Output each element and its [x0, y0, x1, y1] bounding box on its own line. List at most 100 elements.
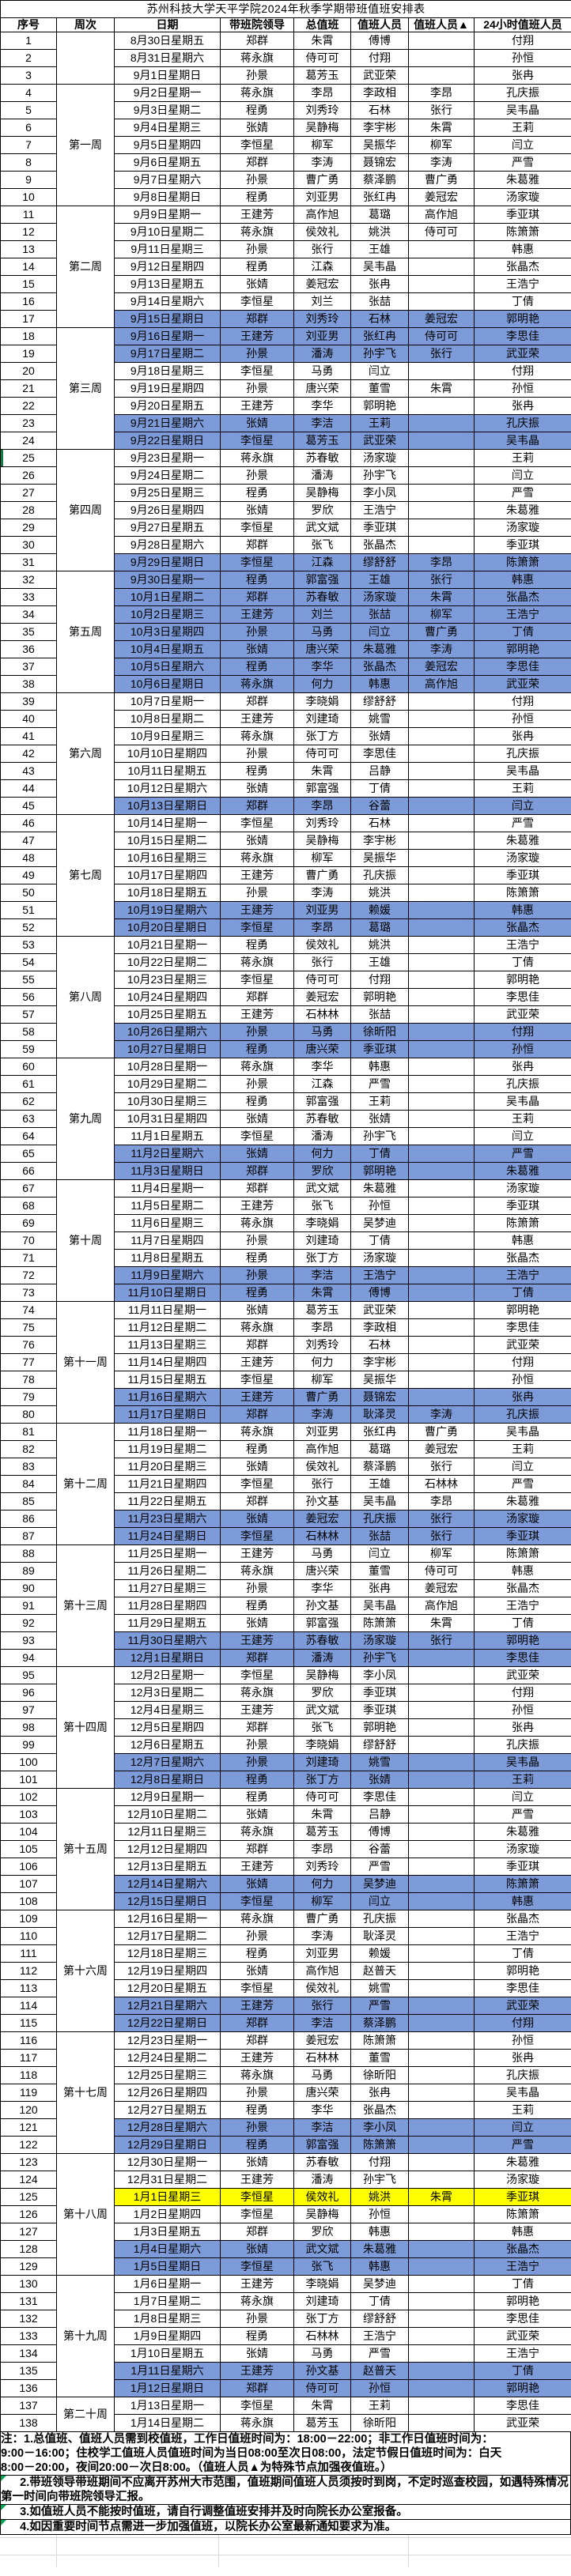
duty-24h-cell[interactable]: 朱葛雅 [473, 1492, 571, 1511]
date-cell[interactable]: 10月5日星期六 [114, 658, 221, 676]
date-cell[interactable]: 10月29日星期二 [114, 1075, 221, 1093]
chief-duty-cell[interactable]: 武文斌 [293, 1701, 351, 1719]
chief-duty-cell[interactable]: 刘建琦 [293, 1753, 351, 1771]
night-duty-staff-cell[interactable] [408, 1753, 475, 1771]
duty-staff-cell[interactable]: 葛璐 [350, 1440, 409, 1458]
date-cell[interactable]: 1月1日星期三 [114, 2188, 221, 2206]
date-cell[interactable]: 11月26日星期二 [114, 1562, 221, 1580]
night-duty-staff-cell[interactable]: 张行 [408, 1527, 475, 1545]
leader-cell[interactable]: 张婧 [220, 2153, 294, 2171]
leader-cell[interactable]: 孙景 [220, 745, 294, 763]
duty-24h-cell[interactable]: 李思佳 [473, 2310, 571, 2328]
night-duty-staff-cell[interactable] [408, 1718, 475, 1737]
duty-24h-cell[interactable]: 严雪 [473, 2136, 571, 2154]
row-number[interactable]: 90 [0, 1579, 57, 1597]
row-number[interactable]: 136 [0, 2379, 57, 2397]
duty-staff-cell[interactable]: 郭明艳 [350, 1162, 409, 1180]
night-duty-staff-cell[interactable] [408, 240, 475, 258]
leader-cell[interactable]: 孙景 [220, 466, 294, 485]
duty-staff-cell[interactable]: 张婧 [350, 1110, 409, 1128]
date-cell[interactable]: 11月9日星期六 [114, 1266, 221, 1284]
chief-duty-cell[interactable]: 李晓娟 [293, 1736, 351, 1754]
row-number[interactable]: 77 [0, 1353, 57, 1371]
row-number[interactable]: 56 [0, 988, 57, 1006]
night-duty-staff-cell[interactable] [408, 1179, 475, 1197]
leader-cell[interactable]: 李恒星 [220, 136, 294, 154]
duty-24h-cell[interactable]: 王莉 [473, 2101, 571, 2119]
column-header-leader[interactable]: 带班院领导 [220, 17, 294, 32]
row-number[interactable]: 49 [0, 866, 57, 884]
duty-staff-cell[interactable]: 缪舒舒 [350, 692, 409, 711]
leader-cell[interactable]: 李恒星 [220, 292, 294, 311]
date-cell[interactable]: 11月4日星期一 [114, 1179, 221, 1197]
leader-cell[interactable]: 孙景 [220, 1266, 294, 1284]
duty-staff-cell[interactable]: 朱葛雅 [350, 640, 409, 658]
duty-24h-cell[interactable]: 李思佳 [473, 2397, 571, 2415]
row-number[interactable]: 83 [0, 1458, 57, 1476]
week-label-cell[interactable]: 第十二周 [56, 1423, 115, 1545]
leader-cell[interactable]: 张婧 [220, 640, 294, 658]
duty-staff-cell[interactable]: 姚洪 [350, 2188, 409, 2206]
night-duty-staff-cell[interactable]: 张行 [408, 1458, 475, 1476]
duty-24h-cell[interactable]: 李思佳 [473, 1979, 571, 1997]
row-number[interactable]: 125 [0, 2188, 57, 2206]
chief-duty-cell[interactable]: 潘涛 [293, 466, 351, 485]
chief-duty-cell[interactable]: 侍可可 [293, 745, 351, 763]
night-duty-staff-cell[interactable]: 石林林 [408, 1475, 475, 1493]
duty-24h-cell[interactable]: 张晶杰 [473, 1579, 571, 1597]
night-duty-staff-cell[interactable] [408, 1145, 475, 1163]
duty-staff-cell[interactable]: 石林 [350, 310, 409, 328]
duty-staff-cell[interactable]: 张冉 [350, 2084, 409, 2102]
duty-24h-cell[interactable]: 付翔 [473, 692, 571, 711]
chief-duty-cell[interactable]: 侍可可 [293, 1788, 351, 1806]
row-number[interactable]: 80 [0, 1405, 57, 1424]
duty-24h-cell[interactable]: 韩惠 [473, 901, 571, 919]
note-3[interactable]: 3.如值班人员不能按时值班，请自行调整值班安排并及时向院长办公室报备。 [0, 2505, 571, 2520]
date-cell[interactable]: 12月20日星期五 [114, 1979, 221, 1997]
row-number[interactable]: 12 [0, 223, 57, 241]
date-cell[interactable]: 9月21日星期六 [114, 414, 221, 432]
duty-staff-cell[interactable]: 郭明艳 [350, 397, 409, 415]
night-duty-staff-cell[interactable] [408, 2344, 475, 2363]
night-duty-staff-cell[interactable]: 高作旭 [408, 1597, 475, 1615]
duty-24h-cell[interactable]: 季亚琪 [473, 1197, 571, 1215]
leader-cell[interactable]: 蒋永旗 [220, 1823, 294, 1841]
night-duty-staff-cell[interactable] [408, 2292, 475, 2310]
duty-staff-cell[interactable]: 张晶杰 [350, 536, 409, 554]
night-duty-staff-cell[interactable] [408, 2049, 475, 2067]
chief-duty-cell[interactable]: 李涛 [293, 1927, 351, 1945]
chief-duty-cell[interactable]: 曹广勇 [293, 171, 351, 189]
chief-duty-cell[interactable]: 罗欣 [293, 1684, 351, 1702]
row-number[interactable]: 6 [0, 119, 57, 137]
date-cell[interactable]: 9月20日星期五 [114, 397, 221, 415]
row-number[interactable]: 117 [0, 2049, 57, 2067]
duty-staff-cell[interactable]: 李宇彬 [350, 1353, 409, 1371]
week-label-cell[interactable]: 第二十周 [56, 2397, 115, 2432]
duty-staff-cell[interactable]: 张晶杰 [350, 658, 409, 676]
duty-staff-cell[interactable]: 吴韦晶 [350, 1597, 409, 1615]
night-duty-staff-cell[interactable] [408, 275, 475, 293]
night-duty-staff-cell[interactable] [408, 2379, 475, 2397]
duty-staff-cell[interactable]: 王浩宁 [350, 1266, 409, 1284]
duty-staff-cell[interactable]: 陈箫箫 [350, 2136, 409, 2154]
duty-staff-cell[interactable]: 武亚荣 [350, 66, 409, 85]
leader-cell[interactable]: 张婧 [220, 414, 294, 432]
night-duty-staff-cell[interactable] [408, 988, 475, 1006]
duty-staff-cell[interactable]: 吕静 [350, 762, 409, 780]
duty-staff-cell[interactable]: 王雄 [350, 953, 409, 971]
date-cell[interactable]: 10月11日星期五 [114, 762, 221, 780]
row-number[interactable]: 128 [0, 2240, 57, 2258]
duty-staff-cell[interactable]: 徐昕阳 [350, 1023, 409, 1041]
row-number[interactable]: 130 [0, 2275, 57, 2293]
night-duty-staff-cell[interactable] [408, 1892, 475, 1910]
chief-duty-cell[interactable]: 何力 [293, 1145, 351, 1163]
night-duty-staff-cell[interactable]: 朱霄 [408, 119, 475, 137]
date-cell[interactable]: 10月15日星期二 [114, 832, 221, 850]
duty-staff-cell[interactable]: 吴梦迪 [350, 2275, 409, 2293]
date-cell[interactable]: 12月10日星期二 [114, 1805, 221, 1824]
chief-duty-cell[interactable]: 张丁方 [293, 727, 351, 745]
night-duty-staff-cell[interactable] [408, 1858, 475, 1876]
duty-24h-cell[interactable]: 王浩宁 [473, 605, 571, 624]
row-number[interactable]: 86 [0, 1510, 57, 1528]
night-duty-staff-cell[interactable] [408, 1371, 475, 1389]
